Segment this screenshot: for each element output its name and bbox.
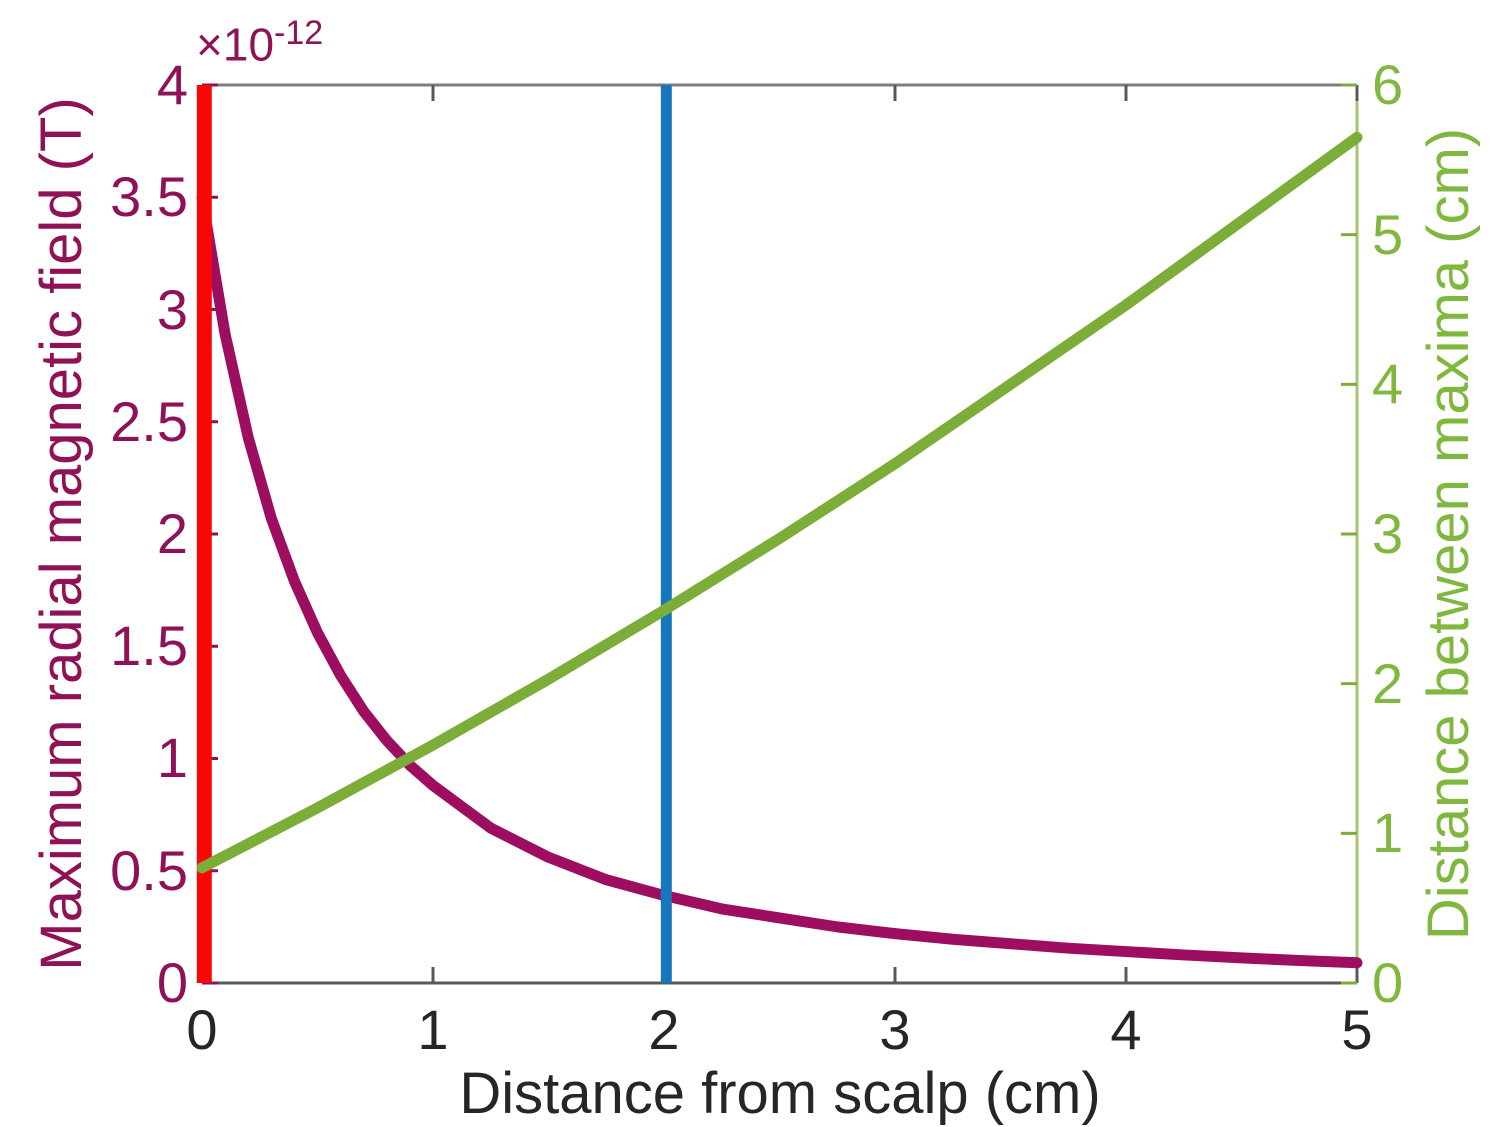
left-axis-tick-label: 1 xyxy=(156,726,188,789)
right-axis-tick-label: 0 xyxy=(1372,951,1404,1014)
x-axis-tick-label: 1 xyxy=(417,998,449,1061)
right-axis-tick-label: 3 xyxy=(1372,502,1404,565)
right-axis-tick-label: 6 xyxy=(1372,53,1404,116)
left-axis-tick-label: 0.5 xyxy=(110,839,188,902)
left-axis-exponent-label: ×10-12 xyxy=(196,14,323,71)
left-axis-tick-label: 3 xyxy=(156,278,188,341)
x-axis-tick-label: 5 xyxy=(1341,998,1373,1061)
x-axis-tick-label: 2 xyxy=(648,998,680,1061)
x-axis-tick-label: 3 xyxy=(879,998,911,1061)
x-axis-tick-label: 0 xyxy=(186,998,218,1061)
max-radial-magnetic-field-curve xyxy=(196,191,1363,969)
left-axis-tick-label: 3.5 xyxy=(110,165,188,228)
right-axis-tick-label: 1 xyxy=(1372,801,1404,864)
exponent-power: -12 xyxy=(274,14,324,52)
right-axis-tick-label: 2 xyxy=(1372,652,1404,715)
exponent-base: ×10 xyxy=(196,18,275,71)
left-axis-tick-label: 2.5 xyxy=(110,390,188,453)
right-axis-tick-label: 4 xyxy=(1372,352,1404,415)
x-axis-tick-label: 4 xyxy=(1110,998,1142,1061)
left-axis-tick-label: 4 xyxy=(156,53,188,116)
x-axis-title: Distance from scalp (cm) xyxy=(459,1061,1101,1126)
right-axis-tick-label: 5 xyxy=(1372,203,1404,266)
left-axis-tick-label: 0 xyxy=(156,951,188,1014)
distance-between-maxima-curve xyxy=(196,131,1363,874)
left-axis-tick-label: 2 xyxy=(156,502,188,565)
left-axis-tick-label: 1.5 xyxy=(110,614,188,677)
